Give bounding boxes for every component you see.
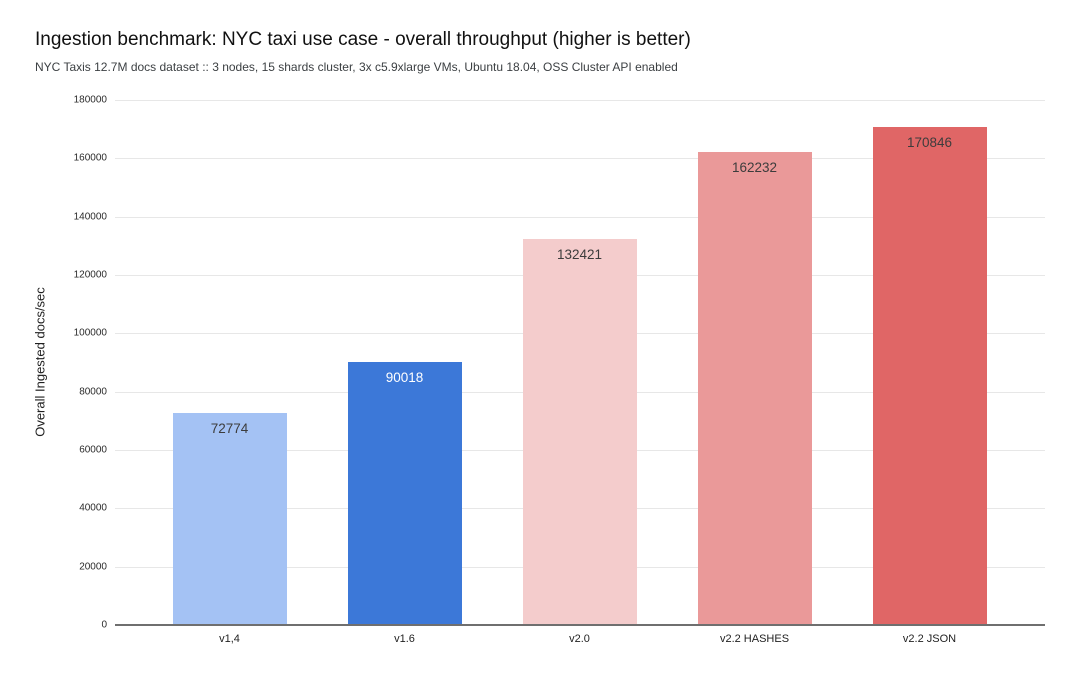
bar-value-label: 162232 [731,159,778,175]
gridline [115,100,1045,101]
bar-value-label: 170846 [906,134,953,150]
y-tick-label: 120000 [73,269,107,281]
y-tick-label: 40000 [79,502,107,514]
bar-v1,4 [172,412,287,624]
y-tick-label: 80000 [79,386,107,398]
bar-value-label: 72774 [210,420,249,436]
y-tick-label: 160000 [73,152,107,164]
y-axis-title: Overall Ingested docs/sec [32,287,48,437]
bar-value-label: 90018 [385,370,424,386]
bar-value-label: 132421 [556,246,603,262]
x-tick-label: v2.2 JSON [902,633,957,645]
bar-v2.0 [522,238,637,624]
x-tick-label: v2.2 HASHES [719,633,790,645]
gridline [115,158,1045,160]
chart-title: Ingestion benchmark: NYC taxi use case -… [35,29,691,50]
y-tick-label: 180000 [73,94,107,106]
x-tick-label: v2.0 [569,633,590,645]
x-tick-label: v1,4 [219,633,240,645]
y-tick-label: 140000 [73,211,107,223]
x-axis-baseline [115,624,1045,626]
gridline [115,216,1045,218]
y-tick-label: 0 [101,619,107,631]
y-tick-label: 20000 [79,561,107,573]
x-tick-label: v1.6 [394,633,415,645]
bar-v1.6 [347,362,462,624]
chart-subtitle: NYC Taxis 12.7M docs dataset :: 3 nodes,… [35,60,678,74]
bar-v2.2 JSON [872,126,987,624]
bar-v2.2 HASHES [697,151,812,624]
y-tick-label: 100000 [73,327,107,339]
y-tick-label: 60000 [79,444,107,456]
